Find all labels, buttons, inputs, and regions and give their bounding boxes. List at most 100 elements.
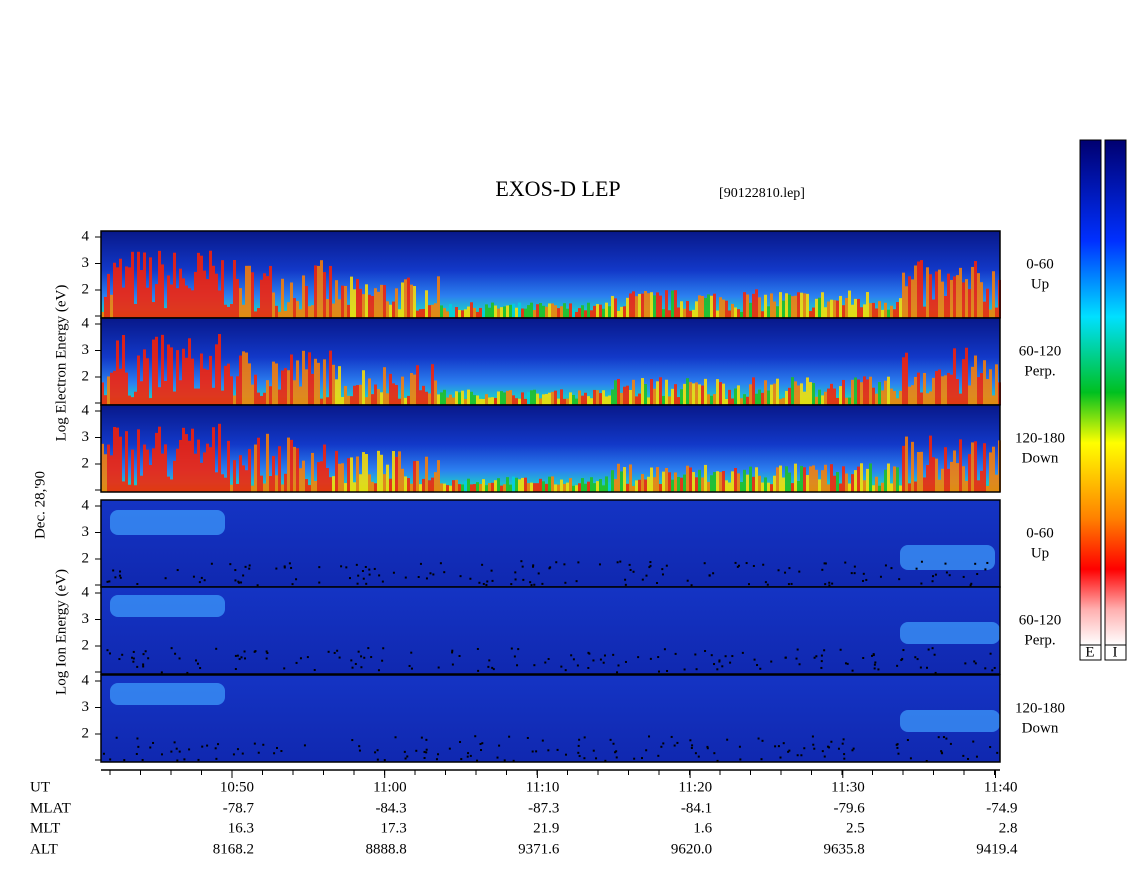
spectrogram-speck [364,565,367,568]
spectrogram-speck [482,582,485,585]
spectrogram-stripe [254,311,257,318]
spectrogram-stripe [119,258,122,318]
spectrogram-stripe [278,311,281,318]
spectrogram-stripe [242,304,245,318]
spectrogram-stripe [182,348,185,405]
spectrogram-stripe [713,293,716,318]
spectrogram-patch [110,510,225,535]
spectrogram-speck [760,758,763,761]
spectrogram-stripe [983,301,986,318]
spectrogram-speck [812,743,815,746]
spectrogram-stripe [569,392,572,405]
spectrogram-speck [874,661,877,664]
spectrogram-stripe [695,382,698,405]
spectrogram-speck [348,577,351,580]
spectrogram-speck [691,744,694,747]
spectrogram-stripe [842,379,845,405]
spectrogram-stripe [809,466,812,492]
spectrogram-speck [108,652,111,655]
spectrogram-speck [123,759,126,762]
spectrogram-speck [253,650,256,653]
spectrogram-stripe [959,439,962,492]
spectrogram-stripe [731,303,734,318]
spectrogram-speck [823,649,826,652]
ephemeris-value: 11:00 [373,779,407,795]
spectrogram-stripe [422,385,425,405]
spectrogram-stripe [734,468,737,492]
spectrogram-speck [844,561,847,564]
spectrogram-stripe [788,472,791,492]
spectrogram-stripe [425,456,428,492]
spectrogram-stripe [515,307,518,318]
spectrogram-stripe [686,465,689,492]
spectrogram-stripe [386,301,389,318]
spectrogram-stripe [635,296,638,318]
spectrogram-speck [774,745,777,748]
spectrogram-speck [986,561,989,564]
spectrogram-stripe [110,455,113,492]
spectrogram-speck [676,741,679,744]
spectrogram-speck [575,580,578,583]
spectrogram-stripe [272,361,275,405]
spectrogram-stripe [422,308,425,318]
spectrogram-stripe [938,269,941,318]
spectrogram-stripe [821,470,824,492]
spectrogram-speck [920,582,923,585]
spectrogram-background [101,675,1000,762]
spectrogram-stripe [509,484,512,492]
spectrogram-stripe [173,460,176,492]
spectrogram-stripe [893,391,896,405]
spectrogram-stripe [821,292,824,318]
spectrogram-stripe [770,484,773,492]
spectrogram-stripe [590,477,593,492]
y-tick-label: 3 [82,524,90,540]
ephemeris-value: 9419.4 [976,841,1018,857]
spectrogram-stripe [434,380,437,405]
spectrogram-speck [514,571,517,574]
spectrogram-speck [415,749,418,752]
spectrogram-speck [299,657,302,660]
spectrogram-stripe [596,304,599,318]
spectrogram-stripe [773,383,776,405]
spectrogram-stripe [149,464,152,492]
spectrogram-stripe [215,344,218,405]
spectrogram-stripe [107,273,110,318]
spectrogram-speck [661,568,664,571]
spectrogram-stripe [398,451,401,492]
spectrogram-speck [423,750,426,753]
spectrogram-stripe [719,297,722,318]
spectrogram-speck [752,564,755,567]
spectrogram-speck [358,749,361,752]
spectrogram-stripe [836,397,839,405]
spectrogram-stripe [359,474,362,492]
spectrogram-stripe [884,469,887,492]
spectrogram-stripe [104,395,107,405]
spectrogram-speck [510,647,513,650]
spectrogram-stripe [296,448,299,492]
spectrogram-stripe [896,467,899,492]
spectrogram-speck [121,653,124,656]
spectrogram-stripe [314,481,317,492]
spectrogram-stripe [347,304,350,318]
spectrogram-speck [989,746,992,749]
spectrogram-stripe [332,364,335,405]
spectrogram-stripe [773,475,776,492]
spectrogram-stripe [614,298,617,318]
spectrogram-stripe [164,380,167,405]
spectrogram-stripe [434,472,437,492]
spectrogram-speck [417,576,420,579]
spectrogram-stripe [488,307,491,318]
ephemeris-value: 2.5 [846,820,865,836]
ephemeris-value: -74.9 [986,800,1017,816]
spectrogram-stripe [143,252,146,318]
spectrogram-stripe [206,443,209,492]
spectrogram-speck [762,563,765,566]
spectrogram-stripe [986,485,989,492]
spectrogram-stripe [338,463,341,492]
spectrogram-speck [718,660,721,663]
spectrogram-speck [843,753,846,756]
spectrogram-stripe [821,395,824,405]
spectrogram-stripe [719,472,722,492]
spectrogram-stripe [773,301,776,318]
spectrogram-stripe [320,398,323,405]
